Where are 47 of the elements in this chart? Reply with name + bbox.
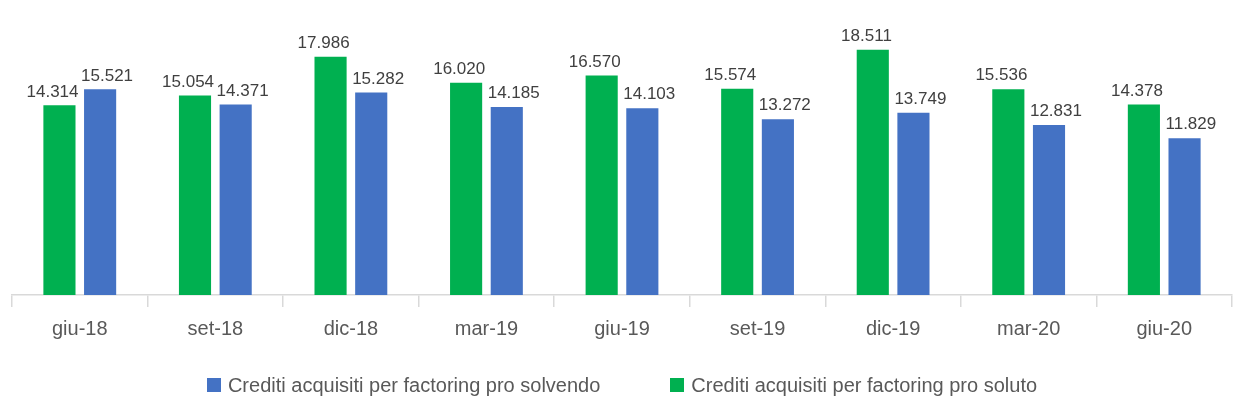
- data-label: 11.829: [1165, 114, 1217, 134]
- data-label: 14.314: [26, 81, 79, 101]
- bar: [856, 49, 889, 295]
- x-tick-label: set-18: [187, 316, 244, 339]
- bar: [490, 107, 523, 295]
- data-label: 15.054: [162, 71, 215, 91]
- x-tick-label: dic-18: [323, 316, 379, 339]
- data-label: 14.185: [487, 83, 540, 103]
- data-label: 16.570: [568, 51, 621, 71]
- data-label: 14.371: [216, 80, 269, 100]
- legend-label: Crediti acquisiti per factoring pro soluto: [691, 373, 1038, 397]
- data-label: 15.574: [704, 64, 757, 84]
- bar: [626, 108, 659, 295]
- bar: [897, 112, 930, 295]
- legend-label: Crediti acquisiti per factoring pro solvendo: [227, 373, 601, 397]
- x-tick-label: giu-18: [51, 316, 108, 339]
- x-tick-label: set-19: [729, 316, 786, 339]
- bar: [721, 88, 754, 295]
- bar: [1032, 124, 1066, 295]
- bar: [585, 75, 618, 295]
- data-label: 13.749: [894, 89, 947, 109]
- data-label: 14.103: [623, 84, 676, 104]
- bar: [1127, 104, 1160, 295]
- bar: [43, 105, 76, 295]
- data-label: 16.020: [433, 58, 486, 78]
- x-tick-label: giu-20: [1136, 316, 1193, 339]
- data-label: 15.536: [975, 65, 1028, 85]
- bar: [355, 92, 388, 295]
- bar: [450, 82, 483, 295]
- data-label: 12.831: [1029, 101, 1082, 121]
- x-tick-label: mar-19: [454, 316, 519, 339]
- x-tick-label: dic-19: [865, 316, 921, 339]
- bar: [178, 95, 212, 295]
- data-label: 15.521: [81, 65, 134, 85]
- bar: [84, 89, 117, 295]
- x-tick-label: mar-20: [996, 316, 1061, 339]
- x-tick-label: giu-19: [594, 316, 650, 339]
- bar: [992, 89, 1025, 295]
- bar: [761, 119, 794, 295]
- data-label: 13.272: [758, 95, 811, 115]
- bar: [219, 104, 252, 295]
- data-label: 17.986: [297, 32, 350, 52]
- bar: [314, 56, 347, 295]
- data-label: 15.282: [352, 68, 405, 88]
- data-label: 14.378: [1110, 80, 1163, 100]
- data-label: 18.511: [841, 25, 892, 45]
- bar: [1168, 138, 1201, 295]
